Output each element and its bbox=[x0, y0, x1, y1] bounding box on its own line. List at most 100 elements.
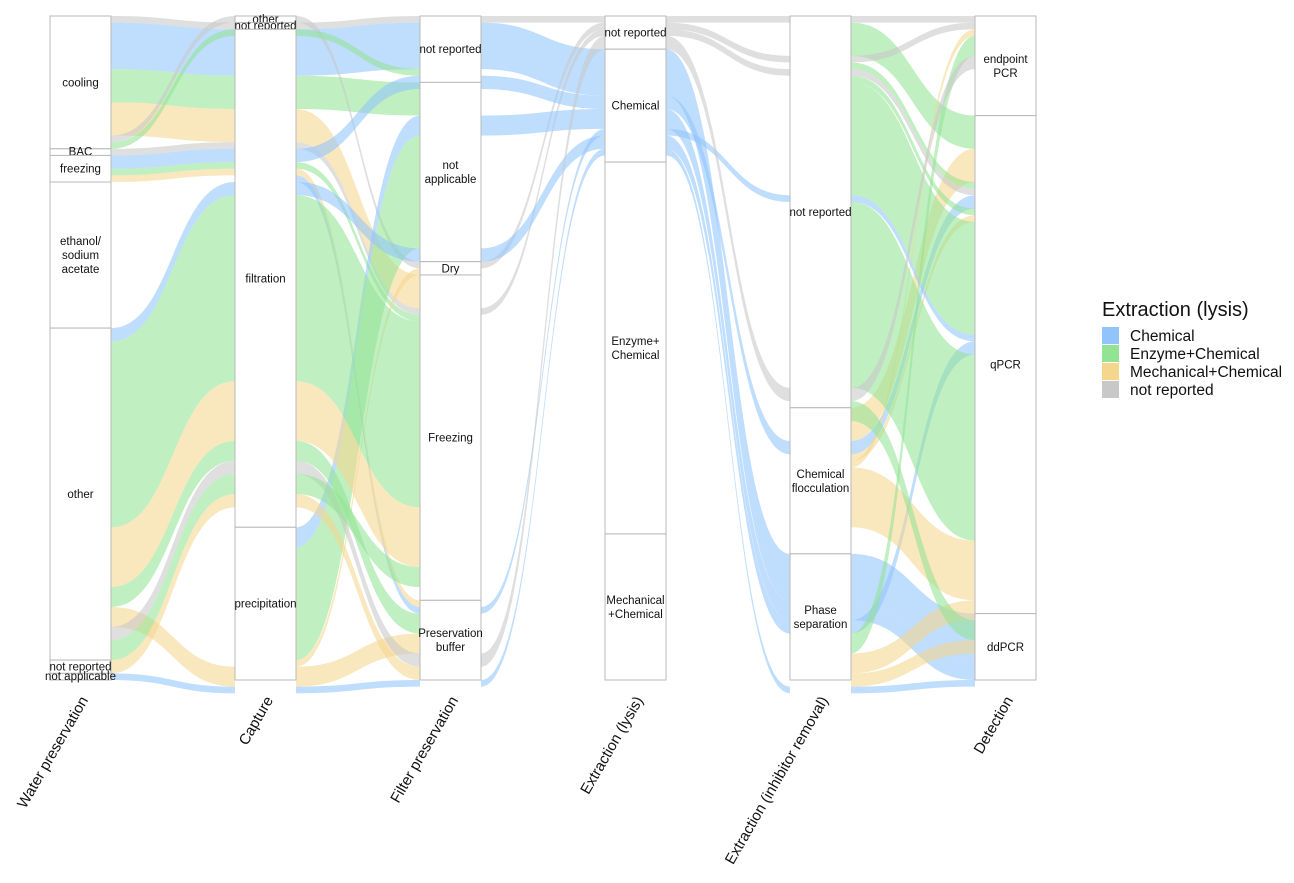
flow-20-seg-0 bbox=[111, 474, 235, 661]
flow-16-seg-0 bbox=[111, 381, 235, 588]
flow-22-seg-3 bbox=[666, 148, 790, 694]
flow-17-seg-4 bbox=[851, 35, 975, 654]
stratum-label: not reported bbox=[419, 44, 481, 56]
flow-7-seg-3 bbox=[666, 95, 790, 455]
flow-19-seg-2 bbox=[481, 35, 605, 667]
stratum-label: cooling bbox=[62, 77, 98, 89]
stratum-box bbox=[49, 15, 112, 150]
stratum-label: not reported bbox=[789, 207, 851, 219]
flow-13-seg-4 bbox=[851, 195, 975, 342]
legend-label: Enzyme+Chemical bbox=[1130, 346, 1260, 363]
stratum-box bbox=[604, 533, 667, 681]
flow-10-seg-3 bbox=[666, 108, 790, 621]
legend-swatch bbox=[1102, 381, 1119, 398]
flow-0-seg-1 bbox=[296, 16, 420, 30]
flow-21-seg-1 bbox=[296, 494, 420, 680]
stratum-label: not reported bbox=[49, 662, 111, 674]
flow-14-seg-4 bbox=[851, 341, 975, 634]
stratum-box bbox=[49, 181, 112, 329]
axis-label: Water preservation bbox=[14, 694, 92, 812]
flow-11-seg-4 bbox=[851, 82, 975, 335]
stratum-qpcr: qPCR bbox=[974, 115, 1037, 615]
flow-19-seg-1 bbox=[296, 460, 420, 667]
flow-1-seg-2 bbox=[481, 22, 605, 96]
flow-0-seg-4 bbox=[851, 16, 975, 23]
stratum-chemical-flocculation: Chemical flocculation bbox=[789, 407, 852, 555]
stratum-box bbox=[974, 613, 1037, 681]
flow-15-seg-0 bbox=[111, 195, 235, 528]
stratum-freezing: Freezing bbox=[419, 274, 482, 601]
flow-1-seg-3 bbox=[666, 49, 790, 601]
flow-18-seg-1 bbox=[296, 633, 420, 687]
flow-6-seg-0 bbox=[111, 142, 235, 156]
axis-label: Capture bbox=[236, 694, 277, 749]
stratum-filtration: filtration bbox=[234, 28, 297, 528]
stratum-mechanical-chemical: Mechanical +Chemical bbox=[604, 533, 667, 681]
flow-19-seg-4 bbox=[851, 55, 975, 402]
legend: Extraction (lysis) ChemicalEnzyme+Chemic… bbox=[1102, 299, 1282, 399]
stratum-label: not applicable bbox=[425, 160, 477, 186]
stratum-label: not applicable bbox=[45, 671, 116, 683]
stratum-box bbox=[49, 327, 112, 661]
flow-7-seg-2 bbox=[481, 75, 605, 109]
stratum-box bbox=[234, 526, 297, 681]
flow-9-seg-0 bbox=[111, 168, 235, 182]
flow-13-seg-2 bbox=[481, 128, 605, 614]
legend-items: ChemicalEnzyme+ChemicalMechanical+Chemic… bbox=[1102, 327, 1282, 399]
flow-4-seg-3 bbox=[666, 22, 790, 63]
flow-21-seg-4 bbox=[851, 640, 975, 687]
stratum-dry: Dry bbox=[419, 261, 482, 276]
flow-14-seg-2 bbox=[481, 135, 605, 262]
stratum-label: not reported bbox=[604, 28, 666, 40]
stratum-ethanol-sodium-acetate: ethanol/sodium acetate bbox=[49, 181, 112, 329]
stratum-cooling: cooling bbox=[49, 15, 112, 150]
stratum-box bbox=[419, 599, 482, 681]
stratum-precipitation: precipitation bbox=[234, 526, 297, 681]
flow-0-seg-3 bbox=[666, 16, 790, 23]
flow-0-seg-2 bbox=[481, 16, 605, 23]
flow-5-seg-4 bbox=[851, 62, 975, 189]
stratum-label: Chemical flocculation bbox=[792, 469, 850, 495]
legend-swatch bbox=[1102, 345, 1119, 362]
flow-4-seg-1 bbox=[296, 16, 420, 269]
flow-layer bbox=[111, 16, 975, 694]
axis-labels: Water preservation Capture Filter preserva… bbox=[14, 694, 1017, 868]
stratum-phase-separation: Phase separation bbox=[789, 553, 852, 681]
flow-18-seg-4 bbox=[851, 600, 975, 674]
legend-swatch bbox=[1102, 363, 1119, 380]
flow-22-seg-2 bbox=[481, 148, 605, 687]
stratum-label: freezing bbox=[60, 164, 101, 176]
stratum-label: qPCR bbox=[990, 360, 1021, 372]
stratum-label: Chemical bbox=[612, 101, 660, 113]
flow-14-seg-1 bbox=[296, 182, 420, 262]
flow-13-seg-3 bbox=[666, 128, 790, 202]
flow-8-seg-0 bbox=[111, 162, 235, 176]
stratum-freezing: freezing bbox=[49, 154, 112, 183]
stratum-label: other bbox=[67, 489, 93, 501]
axis-label: Extraction (lysis) bbox=[577, 694, 647, 798]
flow-6-seg-3 bbox=[666, 29, 790, 76]
stratum-endpoint-pcr: endpoint PCR bbox=[974, 15, 1037, 117]
flow-22-seg-0 bbox=[111, 673, 235, 694]
stratum-not-reported: not reported bbox=[419, 15, 482, 83]
flow-10-seg-2 bbox=[481, 108, 605, 136]
stratum-label: filtration bbox=[245, 273, 285, 285]
stratum-label: precipitation bbox=[234, 599, 296, 611]
flow-16-seg-1 bbox=[296, 381, 420, 568]
flow-6-seg-2 bbox=[481, 29, 605, 315]
stratum-box bbox=[974, 15, 1037, 117]
flow-14-seg-0 bbox=[111, 182, 235, 342]
flow-5-seg-1 bbox=[296, 29, 420, 76]
flow-4-seg-0 bbox=[111, 16, 235, 143]
legend-label: Chemical bbox=[1130, 328, 1195, 345]
stratum-chemical: Chemical bbox=[604, 48, 667, 163]
flow-20-seg-1 bbox=[296, 474, 420, 588]
flow-0-seg-0 bbox=[111, 16, 235, 30]
stratum-box bbox=[974, 115, 1037, 615]
stratum-preservation-buffer: Preservation buffer bbox=[418, 599, 483, 681]
stratum-label: Preservation buffer bbox=[418, 628, 483, 654]
axis-label: Filter preservation bbox=[387, 694, 462, 806]
axis-label: Detection bbox=[971, 694, 1017, 757]
flow-4-seg-4 bbox=[851, 22, 975, 63]
